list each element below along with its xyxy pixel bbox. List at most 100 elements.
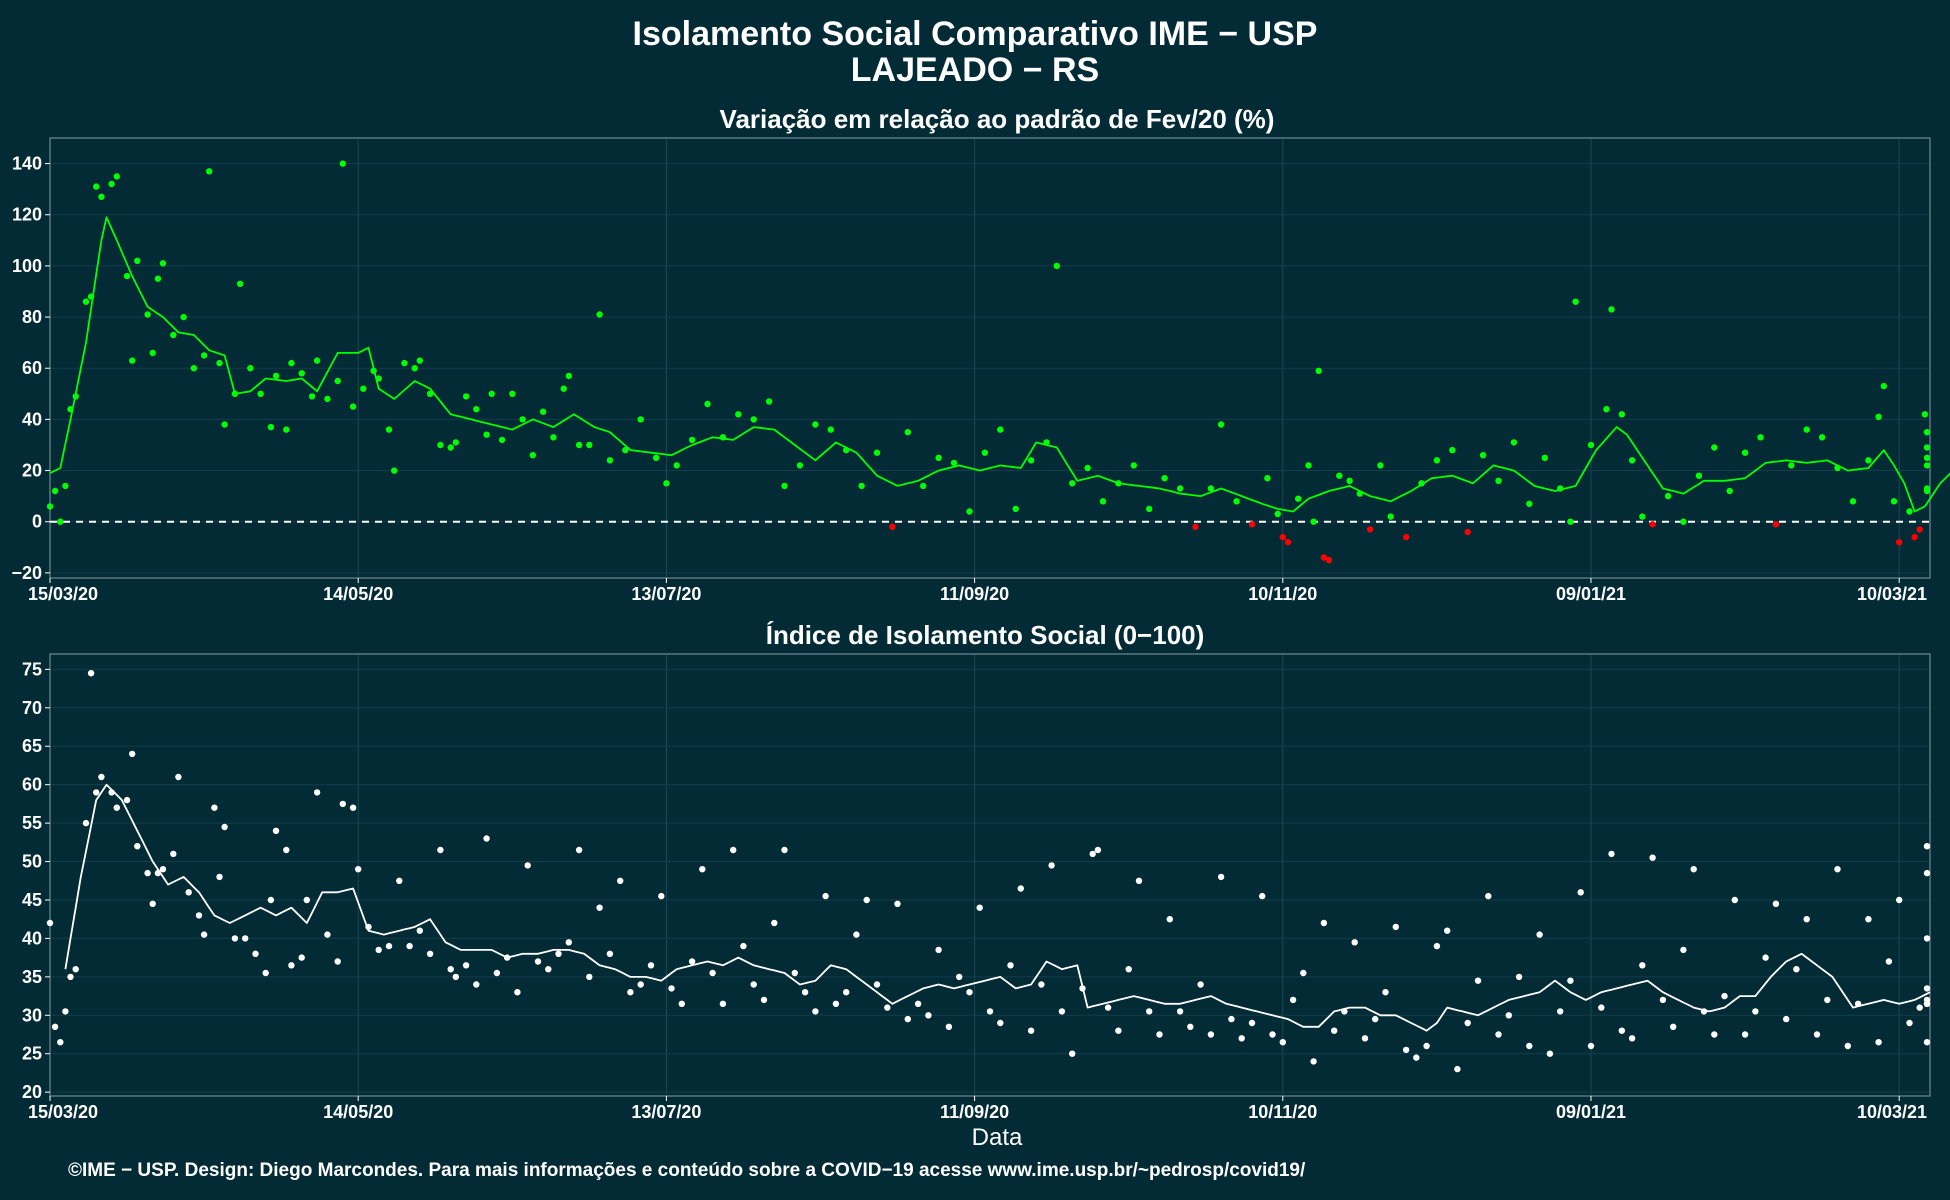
p1-data-point xyxy=(288,359,295,367)
p1-data-point xyxy=(67,406,74,413)
p1-data-point xyxy=(966,508,973,515)
p1-xtick-label: 10/03/21 xyxy=(1857,584,1927,604)
p2-data-point xyxy=(1916,1004,1923,1011)
p1-data-point xyxy=(1233,498,1240,505)
p2-data-point xyxy=(606,950,614,957)
p1-data-point xyxy=(267,423,275,431)
p1-xtick-label: 15/03/20 xyxy=(28,584,98,604)
p1-data-point xyxy=(1433,457,1441,464)
p2-data-point xyxy=(1156,1031,1163,1038)
p2-ytick-label: 25 xyxy=(22,1044,42,1064)
p1-xtick-label: 14/05/20 xyxy=(323,584,393,604)
p1-data-point xyxy=(1923,487,1931,495)
p1-data-point xyxy=(144,311,151,318)
p2-data-point xyxy=(966,989,973,996)
p2-data-point xyxy=(524,862,531,869)
p2-data-point xyxy=(175,773,182,781)
p1-data-point xyxy=(586,441,593,449)
p2-data-point xyxy=(678,1000,685,1007)
p1-data-point xyxy=(129,357,136,364)
p2-data-point xyxy=(1372,1015,1379,1023)
p2-data-point xyxy=(1690,866,1697,873)
p1-data-point xyxy=(796,462,804,469)
p2-data-point xyxy=(637,981,644,988)
p1-data-point xyxy=(1176,485,1184,492)
p1-data-point xyxy=(1377,462,1384,469)
p1-data-point xyxy=(509,390,516,397)
p1-data-point xyxy=(1818,434,1826,441)
p1-data-point xyxy=(1916,526,1923,533)
p2-data-point xyxy=(1721,992,1728,1000)
p2-data-point xyxy=(57,1039,64,1046)
p1-data-point xyxy=(51,487,59,495)
p2-data-point xyxy=(221,823,228,831)
p1-data-point xyxy=(565,372,572,380)
p2-data-point xyxy=(339,800,346,808)
p2-data-point xyxy=(149,900,156,907)
p1-data-point xyxy=(473,406,480,413)
p2-data-point xyxy=(1027,1027,1035,1034)
p2-data-point xyxy=(252,950,259,957)
p2-data-point xyxy=(1402,1046,1410,1054)
p2-data-point xyxy=(62,1008,69,1015)
p2-data-point xyxy=(575,846,583,854)
p2-data-point xyxy=(216,873,223,881)
p2-data-point xyxy=(303,896,310,904)
p1-data-point xyxy=(935,454,942,461)
p2-data-point xyxy=(884,1004,891,1011)
p1-data-point xyxy=(652,454,660,461)
p1-data-point xyxy=(529,452,536,459)
panel1-title: Variação em relação ao padrão de Fev/20 … xyxy=(720,104,1275,134)
p1-data-point xyxy=(1649,521,1656,528)
p2-data-point xyxy=(1187,1023,1194,1030)
p2-data-point xyxy=(1444,927,1451,934)
p1-data-point xyxy=(1084,464,1091,472)
p2-data-point xyxy=(1135,877,1143,884)
p2-data-point xyxy=(1382,989,1389,996)
p1-data-point xyxy=(1572,298,1579,305)
footer-text: ©IME − USP. Design: Diego Marcondes. Par… xyxy=(68,1160,1306,1181)
p2-data-point xyxy=(1058,1008,1066,1015)
p2-data-point xyxy=(935,946,942,954)
p2-data-point xyxy=(801,989,809,996)
p2-moving-average-line xyxy=(64,783,1931,1032)
p1-data-point xyxy=(1603,406,1610,413)
p2-data-point xyxy=(113,804,121,811)
p2-data-point xyxy=(894,900,901,907)
p1-data-point xyxy=(1115,480,1122,487)
p1-data-point xyxy=(272,372,280,380)
p2-data-point xyxy=(843,989,850,996)
p1-data-point xyxy=(1464,528,1471,536)
p1-data-point xyxy=(360,385,367,392)
p2-data-point xyxy=(170,850,177,858)
p1-data-point xyxy=(401,359,408,367)
p1-data-point xyxy=(1279,533,1287,541)
p1-data-point xyxy=(560,385,567,392)
p1-data-point xyxy=(1757,434,1764,441)
p2-data-point xyxy=(1536,931,1543,938)
p2-data-point xyxy=(1048,862,1055,869)
p1-data-point xyxy=(1628,457,1636,464)
p2-data-point xyxy=(1069,1050,1076,1057)
p1-data-point xyxy=(416,357,423,364)
p1-ytick-label: 20 xyxy=(22,461,42,481)
p2-data-point xyxy=(1331,1027,1338,1034)
p2-data-point xyxy=(355,866,362,873)
p2-data-point xyxy=(1413,1054,1420,1061)
p2-data-point xyxy=(87,670,95,677)
p1-data-point xyxy=(1510,439,1518,446)
p1-data-point xyxy=(1336,472,1343,479)
p1-data-point xyxy=(735,411,742,418)
p1-data-point xyxy=(1788,462,1795,469)
p1-data-point xyxy=(575,441,583,449)
p2-data-point xyxy=(1923,996,1931,1004)
p1-data-point xyxy=(1099,498,1107,505)
p2-data-point xyxy=(1659,996,1667,1004)
p2-data-point xyxy=(1813,1031,1821,1038)
p2-data-point xyxy=(1824,996,1831,1004)
p2-data-point xyxy=(365,923,372,931)
p1-ytick-label: 40 xyxy=(22,409,42,429)
p1-data-point xyxy=(1608,306,1615,313)
p2-data-point xyxy=(483,835,490,842)
